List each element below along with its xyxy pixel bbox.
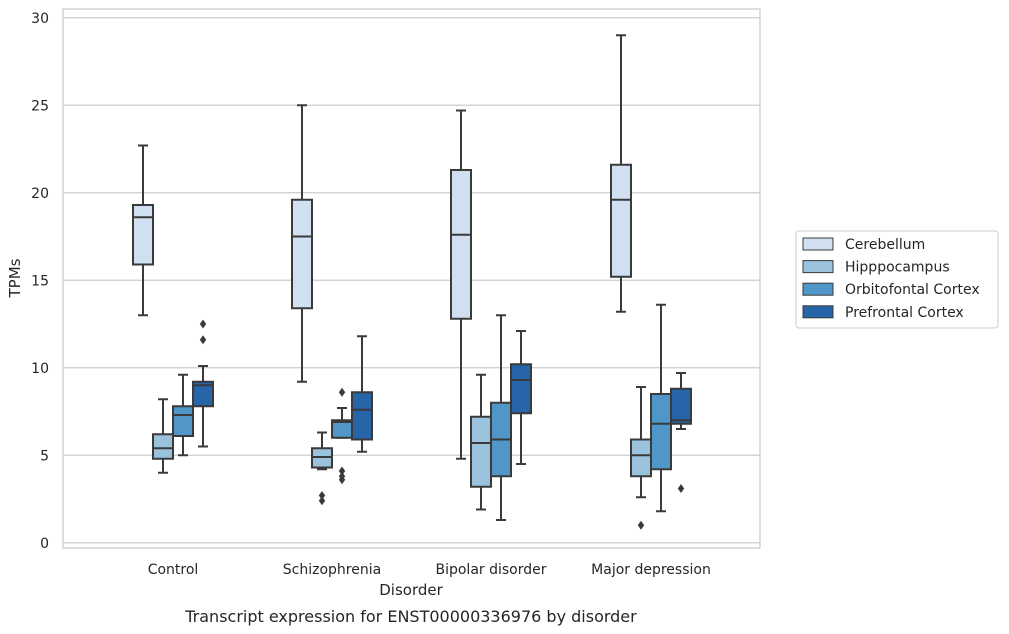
y-tick-label: 15: [31, 273, 49, 289]
x-tick-label: Bipolar disorder: [435, 562, 546, 578]
x-tick-label: Schizophrenia: [283, 562, 381, 578]
x-tick-label: Major depression: [591, 562, 711, 578]
box-iqr: [450, 169, 472, 320]
legend-swatch: [802, 305, 834, 319]
box-hipppocampus: [152, 398, 174, 474]
y-tick-labels: 0 5 10 15 20 25 30: [31, 11, 49, 552]
legend-swatch: [802, 260, 834, 274]
outlier-point: [637, 520, 645, 530]
outlier-point: [338, 387, 346, 397]
box-prefrontal-cortex: [670, 372, 692, 493]
legend-frame: [795, 230, 999, 329]
box-iqr: [630, 438, 652, 478]
x-tick-label: Control: [148, 562, 199, 578]
box-orbitofontal-cortex: [331, 387, 353, 485]
box-cerebellum: [132, 144, 154, 317]
legend-label: Hipppocampus: [845, 260, 950, 276]
box-iqr: [650, 393, 672, 471]
box-iqr: [470, 415, 492, 488]
box-orbitofontal-cortex: [490, 314, 512, 521]
legend-label: Orbitofontal Cortex: [845, 282, 980, 298]
box-iqr: [510, 363, 532, 415]
x-axis-label: Disorder: [379, 581, 443, 599]
y-tick-label: 5: [40, 448, 49, 464]
box-iqr: [172, 405, 194, 437]
box-prefrontal-cortex: [351, 335, 373, 453]
outlier-point: [338, 475, 346, 485]
box-iqr: [192, 380, 214, 408]
outlier-point: [199, 335, 207, 345]
outlier-point: [677, 484, 685, 493]
box-series: [132, 34, 692, 530]
box-iqr: [291, 198, 313, 310]
x-tick-labels: Control Schizophrenia Bipolar disorder Majo…: [148, 562, 711, 578]
box-prefrontal-cortex: [192, 319, 214, 448]
legend-swatch: [802, 282, 834, 296]
box-iqr: [132, 204, 154, 266]
outlier-point: [318, 496, 326, 506]
box-prefrontal-cortex: [510, 330, 532, 465]
plot-area-frame: [62, 8, 761, 549]
box-cerebellum: [291, 104, 313, 383]
box-hipppocampus: [630, 386, 652, 530]
y-tick-label: 25: [31, 98, 49, 114]
box-hipppocampus: [311, 431, 333, 506]
outlier-point: [318, 491, 326, 500]
y-tick-label: 0: [40, 536, 49, 552]
chart-caption: Transcript expression for ENST0000033697…: [184, 607, 637, 626]
box-hipppocampus: [470, 373, 492, 511]
legend: Cerebellum Hipppocampus Orbitofontal Corte…: [795, 230, 999, 329]
outlier-point: [338, 466, 346, 476]
outlier-point: [199, 319, 207, 329]
box-iqr: [670, 387, 692, 425]
box-cerebellum: [450, 109, 472, 460]
box-orbitofontal-cortex: [172, 373, 194, 457]
box-orbitofontal-cortex: [650, 303, 672, 513]
y-tick-label: 20: [31, 186, 49, 202]
box-iqr: [610, 163, 632, 278]
box-iqr: [152, 433, 174, 460]
y-tick-label: 10: [31, 361, 49, 377]
legend-swatch: [802, 237, 834, 251]
legend-label: Cerebellum: [845, 237, 925, 253]
box-cerebellum: [610, 34, 632, 313]
box-iqr: [351, 391, 373, 441]
legend-label: Prefrontal Cortex: [845, 305, 964, 321]
y-axis-label: TPMs: [6, 258, 24, 298]
y-tick-label: 30: [31, 11, 49, 27]
